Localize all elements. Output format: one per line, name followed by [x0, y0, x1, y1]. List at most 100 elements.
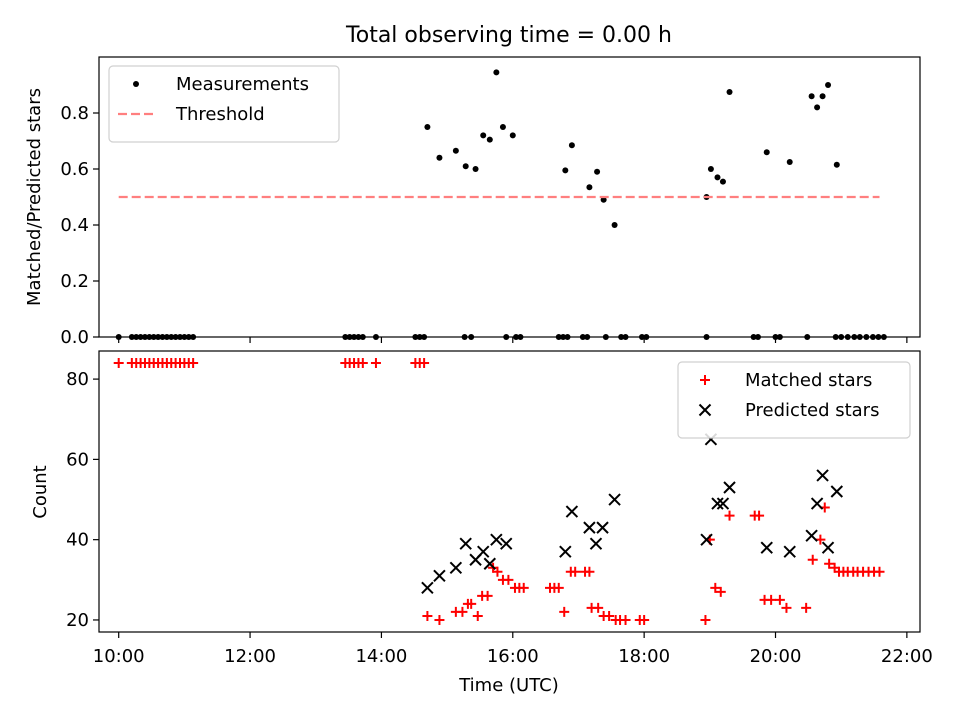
measurement-point [611, 222, 618, 228]
measurement-point [814, 104, 821, 111]
predicted-stars-point [821, 541, 835, 554]
count-x-axis: 10:00 12:00 14:00 16:00 18:00 20:00 22:00 [93, 632, 933, 667]
ratio-axes-frame [98, 56, 921, 338]
measurement-point [833, 161, 840, 168]
matched-stars-point [518, 582, 529, 593]
measurement-point [763, 149, 770, 156]
predicted-stars-point [589, 537, 603, 550]
measurement-point [472, 166, 479, 172]
predicted-stars-point [490, 533, 503, 546]
ratio-panel: 0.00.20.40.60.8 Matched/Predicted stars … [24, 56, 921, 348]
predicted-stars-point [830, 485, 844, 498]
predicted-stars-point [500, 537, 513, 550]
measurement-point [462, 163, 469, 170]
measurement-point [726, 89, 733, 95]
matched-stars-point [807, 554, 818, 565]
matched-stars-point [774, 594, 785, 605]
measurement-point [480, 132, 487, 139]
matched-stars-point [824, 558, 835, 569]
predicted-stars-point [716, 497, 730, 510]
predicted-stars-point [596, 521, 609, 534]
matched-stars-point [434, 614, 445, 625]
count-y-axis: 20 40 60 80 [66, 369, 99, 631]
matched-stars-point [781, 602, 792, 613]
x-tick-label: 22:00 [881, 646, 933, 667]
matched-stars-point [570, 566, 581, 577]
ratio-y-axis-label: Matched/Predicted stars [24, 88, 45, 306]
legend-box [677, 361, 911, 439]
x-tick-label: 20:00 [750, 646, 802, 667]
ratio-x-axis [118, 337, 908, 343]
x-tick-label: 12:00 [224, 646, 276, 667]
x-tick-label: 16:00 [487, 646, 539, 667]
legend-label: Threshold [175, 104, 265, 125]
matched-stars-point [482, 590, 493, 601]
measurement-point [786, 159, 793, 165]
matched-stars-point [801, 602, 812, 613]
predicted-stars-point [477, 545, 490, 558]
predicted-stars-point [433, 569, 446, 583]
measurement-point [600, 196, 607, 203]
ratio-plot-area [115, 69, 887, 340]
matched-stars-point [188, 358, 199, 369]
matched-stars-point [724, 510, 735, 521]
measurement-point [586, 184, 593, 191]
matched-stars-point [874, 566, 885, 577]
matched-stars-point [419, 358, 430, 369]
measurement-point [509, 132, 516, 139]
measurement-point [594, 168, 601, 175]
y-tick-label: 0.2 [60, 271, 89, 292]
measurement-point [562, 167, 569, 174]
measurement-point [424, 124, 431, 130]
measurement-point [808, 93, 815, 100]
count-panel: 20 40 60 80 10:00 12:00 14:00 16:00 18:00 20:00 2… [30, 350, 933, 696]
predicted-stars-point [583, 521, 596, 534]
measurement-point [499, 124, 506, 130]
matched-stars-point [604, 610, 615, 621]
y-tick-label: 60 [66, 449, 89, 470]
measurement-point [568, 142, 575, 149]
chart-title: Total observing time = 0.00 h [345, 23, 672, 48]
predicted-stars-point [565, 505, 579, 518]
predicted-stars-point [608, 493, 621, 506]
x-tick-label: 14:00 [355, 646, 407, 667]
predicted-stars-point [559, 545, 572, 558]
matched-stars-point [584, 566, 595, 577]
count-legend: Matched stars Predicted stars [677, 361, 911, 439]
measurement-point [719, 178, 726, 185]
predicted-stars-point [483, 557, 497, 570]
legend-marker-measurements [133, 81, 139, 87]
predicted-stars-point [421, 581, 434, 595]
measurement-point [493, 69, 500, 76]
measurement-point [707, 166, 714, 172]
count-plot-area [113, 358, 885, 625]
matched-stars-point [503, 574, 514, 585]
matched-stars-point [620, 614, 631, 625]
predicted-stars-point [760, 541, 773, 554]
legend-label: Measurements [176, 74, 309, 95]
y-tick-label: 0.6 [60, 159, 89, 180]
matched-stars-point [370, 358, 381, 369]
predicted-stars-point [723, 481, 736, 494]
x-axis-label: Time (UTC) [458, 675, 559, 696]
ratio-y-axis: 0.0 0.2 0.4 0.6 0.8 [60, 103, 99, 348]
ratio-legend: Measurements Threshold [108, 65, 340, 143]
legend-marker-predicted [698, 403, 712, 417]
y-tick-label: 0.4 [60, 215, 89, 236]
matched-stars-point [754, 510, 765, 521]
y-tick-label: 20 [66, 610, 89, 631]
measurement-point [819, 93, 826, 100]
x-tick-label: 18:00 [618, 646, 670, 667]
y-tick-label: 0.8 [60, 103, 89, 124]
matched-stars-point [593, 602, 604, 613]
measurement-point [436, 154, 443, 161]
y-tick-label: 40 [66, 530, 89, 551]
matched-stars-point [553, 582, 564, 593]
measurement-point [452, 147, 459, 154]
matched-stars-point [113, 358, 124, 369]
y-tick-label: 80 [66, 369, 89, 390]
matched-stars-point [466, 598, 477, 609]
predicted-stars-point [805, 529, 818, 542]
measurement-point [486, 136, 493, 143]
